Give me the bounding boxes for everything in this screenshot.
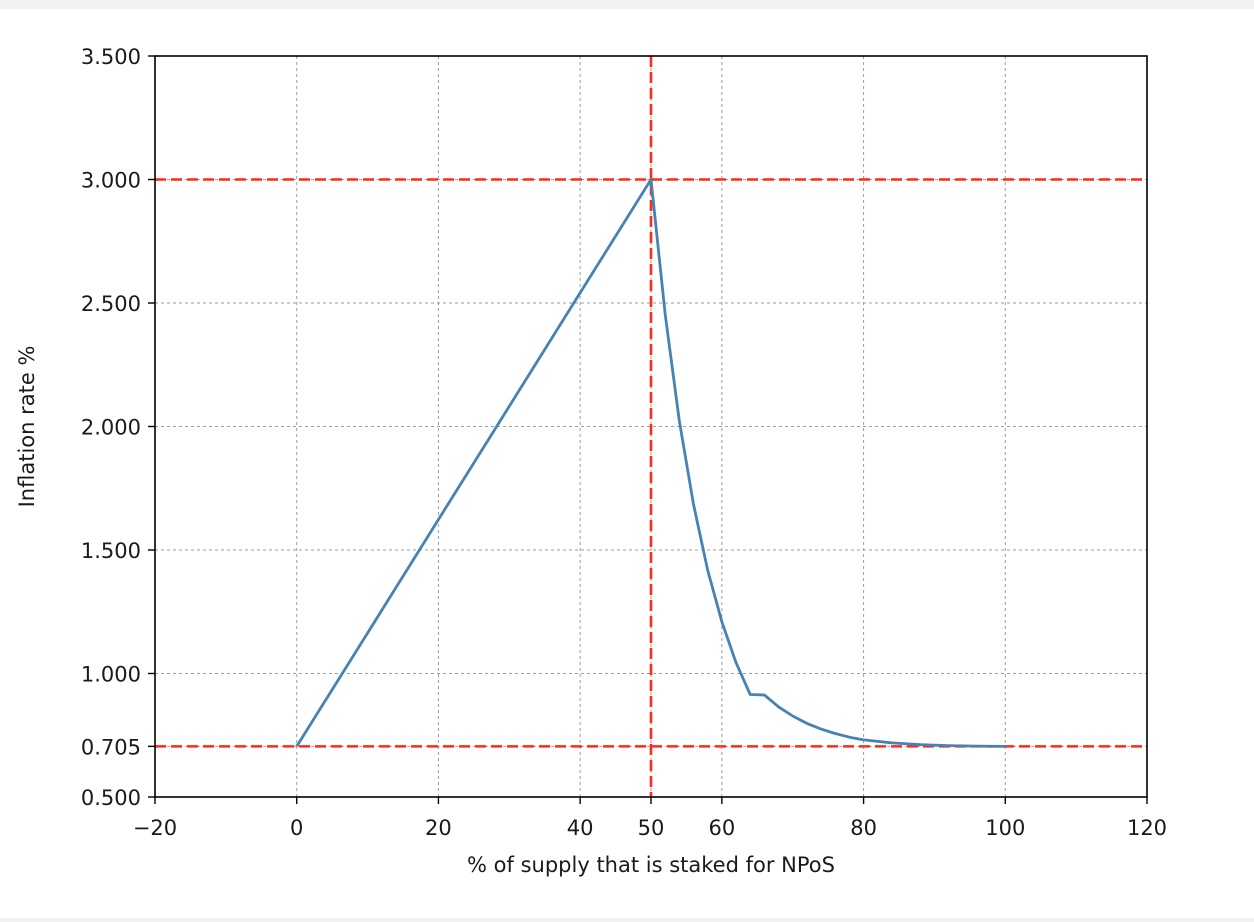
x-tick-label: 120 (1127, 816, 1167, 840)
x-tick-label: 40 (567, 816, 594, 840)
y-tick-label: 1.500 (81, 539, 141, 563)
y-tick-label: 0.500 (81, 786, 141, 810)
x-tick-label: −20 (133, 816, 177, 840)
y-tick-label: 2.000 (81, 416, 141, 440)
y-tick-label: 1.000 (81, 663, 141, 687)
y-tick-label: 2.500 (81, 292, 141, 316)
x-tick-label: 0 (290, 816, 303, 840)
series-layer (295, 178, 1006, 748)
x-axis-label: % of supply that is staked for NPoS (467, 853, 835, 877)
x-tick-label: 50 (638, 816, 665, 840)
y-tick-label: 3.000 (81, 169, 141, 193)
reference-lines (155, 56, 1147, 797)
x-tick-label: 60 (708, 816, 735, 840)
x-tick-label: 20 (425, 816, 452, 840)
x-tick-labels: −20 0 20 40 50 60 80 100 120 (133, 816, 1167, 840)
inflation-curve (295, 178, 1006, 748)
x-tick-label: 80 (850, 816, 877, 840)
y-tick-label: 3.500 (81, 45, 141, 69)
y-tick-labels: 0.500 0.705 1.000 1.500 2.000 2.500 3.000 3.500 (81, 45, 141, 810)
y-axis-label: Inflation rate % (15, 346, 39, 508)
y-tick-label: 0.705 (81, 735, 141, 759)
x-tick-label: 100 (985, 816, 1025, 840)
tick-marks (148, 55, 1148, 804)
